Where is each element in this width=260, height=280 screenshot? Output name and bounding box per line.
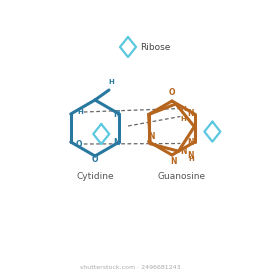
Text: N: N <box>171 157 177 166</box>
Text: N: N <box>187 151 194 160</box>
Text: Guanosine: Guanosine <box>158 172 206 181</box>
Text: N: N <box>148 132 154 141</box>
Text: H: H <box>188 155 194 162</box>
Text: shutterstock.com · 2496681243: shutterstock.com · 2496681243 <box>80 265 180 270</box>
Text: H: H <box>181 116 186 122</box>
Text: O: O <box>169 88 175 97</box>
Text: H: H <box>181 106 186 111</box>
Text: N: N <box>113 109 120 118</box>
Text: Ribose: Ribose <box>140 43 170 52</box>
Text: O: O <box>92 155 98 164</box>
Text: N: N <box>187 138 193 147</box>
Text: N: N <box>113 137 120 146</box>
Text: N: N <box>187 109 193 118</box>
Text: Cytidine: Cytidine <box>76 172 114 181</box>
Text: N: N <box>180 147 187 156</box>
Text: H: H <box>108 79 114 85</box>
Text: H: H <box>78 109 83 115</box>
Text: O: O <box>76 139 82 148</box>
